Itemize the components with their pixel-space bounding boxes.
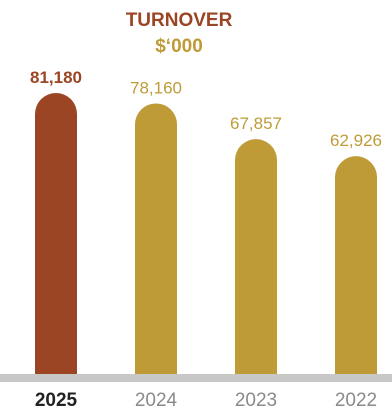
year-label-2023: 2023 xyxy=(235,390,277,411)
x-axis-baseline xyxy=(0,374,392,382)
year-label-2025: 2025 xyxy=(35,390,78,411)
bar-2024 xyxy=(135,103,177,375)
value-label-group: 81,180 78,160 67,857 62,926 xyxy=(30,68,382,150)
chart-subtitle: $‘000 xyxy=(155,36,203,57)
bar-2023 xyxy=(235,139,277,374)
year-label-2022: 2022 xyxy=(335,390,377,411)
bar-2025 xyxy=(35,93,77,374)
value-label-2024: 78,160 xyxy=(130,78,182,97)
value-label-2023: 67,857 xyxy=(230,114,282,133)
value-label-2025: 81,180 xyxy=(30,68,82,87)
bar-2022 xyxy=(335,156,377,374)
year-label-group: 2025 2024 2023 2022 xyxy=(35,390,377,411)
chart-title: TURNOVER xyxy=(126,10,233,31)
bar-group xyxy=(35,93,377,375)
value-label-2022: 62,926 xyxy=(330,131,382,150)
year-label-2024: 2024 xyxy=(135,390,178,411)
